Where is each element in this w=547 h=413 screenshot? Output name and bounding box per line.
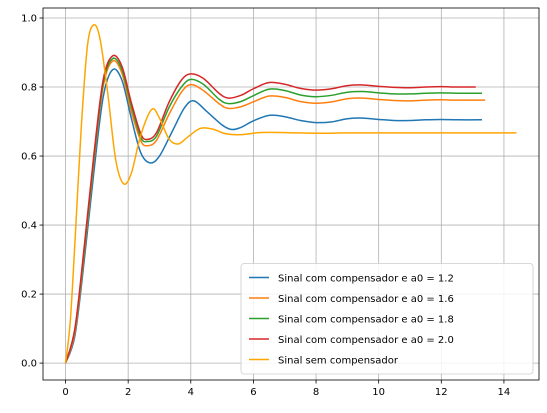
series-line-5 [64,23,517,364]
x-tick-label: 14 [498,387,511,398]
legend-box [240,263,534,375]
series-line-3 [64,57,483,364]
legend-label-2: Sinal com compensador e a0 = 1.6 [278,294,454,305]
y-tick-label: 0.4 [21,221,37,232]
legend-label-3: Sinal com compensador e a0 = 1.8 [278,315,454,326]
x-tick-label: 8 [313,387,319,398]
x-tick-label: 0 [62,387,68,398]
x-tick-label: 4 [188,387,194,398]
x-tick-label: 6 [250,387,256,398]
legend-label-4: Sinal com compensador e a0 = 2.0 [278,335,454,346]
y-tick-label: 0.8 [21,83,37,94]
y-tick-label: 1.0 [21,14,37,25]
legend-label-5: Sinal sem compensador [278,356,399,367]
x-tick-label: 2 [125,387,131,398]
y-tick-label: 0.2 [21,290,37,301]
x-tick-label: 10 [372,387,385,398]
series-line-1 [64,68,483,364]
y-tick-label: 0.0 [21,359,37,370]
legend: Sinal com compensador e a0 = 1.2 Sinal co… [240,263,534,375]
series-lines [64,23,517,364]
series-line-4 [64,54,476,364]
x-tick-label: 12 [435,387,448,398]
series-line-2 [64,59,486,364]
axis-ticks: 0 2 4 6 8 10 12 14 0.0 0.2 0.4 0.6 0.8 1.0 [21,14,510,398]
y-tick-label: 0.6 [21,152,37,163]
legend-label-1: Sinal com compensador e a0 = 1.2 [278,274,454,285]
axes-frame [42,7,540,381]
